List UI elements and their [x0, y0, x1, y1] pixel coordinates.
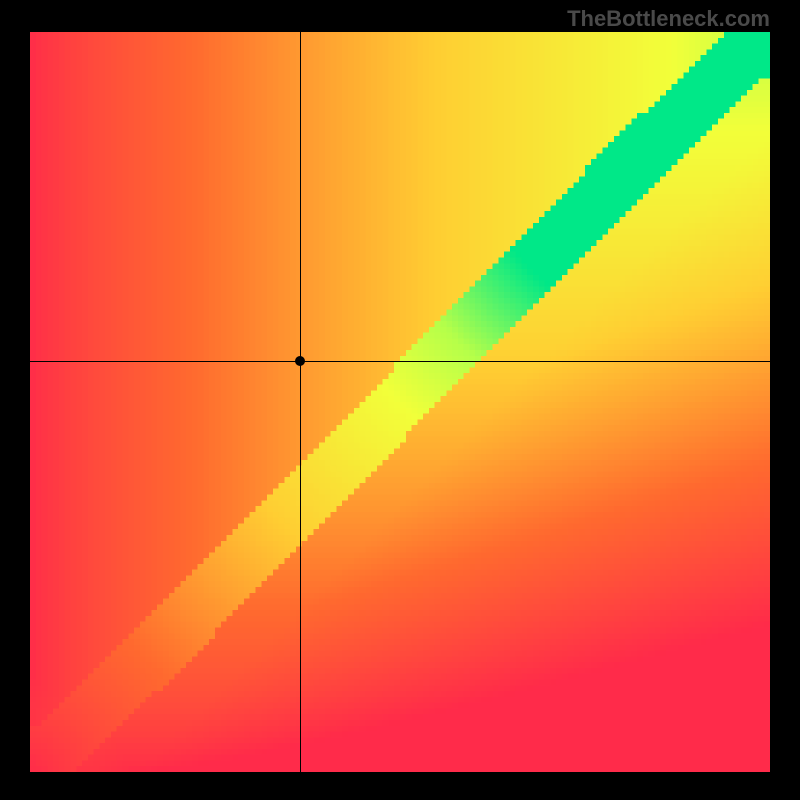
plot-area — [30, 32, 770, 772]
crosshair-vertical — [300, 32, 301, 772]
crosshair-horizontal — [30, 361, 770, 362]
watermark-text: TheBottleneck.com — [567, 6, 770, 32]
chart-container: TheBottleneck.com — [0, 0, 800, 800]
bottleneck-heatmap — [30, 32, 770, 772]
selection-marker — [295, 356, 305, 366]
